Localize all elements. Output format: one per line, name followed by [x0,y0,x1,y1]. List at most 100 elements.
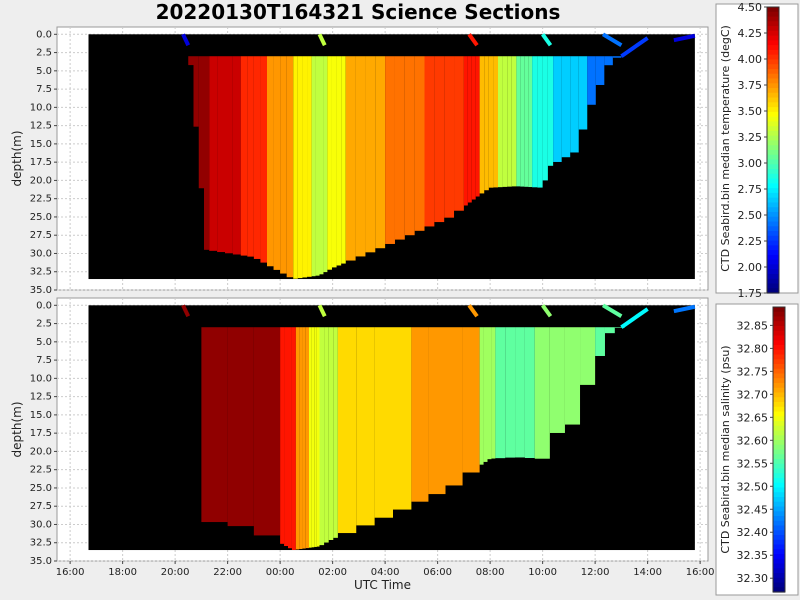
colorbar-cell [773,359,785,365]
section-cell [404,56,415,236]
colorbar-cell [767,107,779,113]
colorbar-cell [773,368,785,375]
y-tick-label: 15.0 [30,410,52,421]
y-tick-label: 30.0 [30,519,52,530]
section-cell [345,56,356,261]
section-cell [293,56,298,279]
colorbar-cell [767,211,779,218]
section-cell [587,56,596,105]
colorbar-tick-label: 32.85 [737,319,769,332]
y-tick-label: 30.0 [30,248,52,259]
colorbar-tick-label: 32.35 [737,549,769,562]
section-cell [493,56,498,188]
salinity-section-panel: 0.0 2.5 5.0 7.5 10.0 12.5 15.0 17.5 20.0 22.5 25.0… [10,297,799,596]
surface-track [541,304,553,318]
section-cell [375,56,386,249]
x-tick-label: 06:00 [423,567,452,578]
section-cell [333,327,338,538]
section-cell [428,327,446,495]
colorbar-cell [773,392,785,398]
surface-track [541,33,553,47]
colorbar-cell [767,288,779,294]
panels-layer: 0.0 2.5 5.0 7.5 10.0 12.5 15.0 17.5 20.0 22.5 25.0… [10,1,799,596]
colorbar-cell [767,40,779,46]
section-cell [297,56,303,279]
colorbar-border [766,6,780,294]
y-tick-label: 5.0 [36,337,52,348]
y-tick-label: 12.5 [30,392,52,403]
colorbar-tick-label: 32.30 [737,572,769,585]
colorbar-cell [767,11,779,18]
section-cell [414,56,425,231]
colorbar-cell [767,7,779,13]
section-cell [570,56,579,153]
colorbar-cell [767,283,779,289]
x-tick-label: 02:00 [318,567,347,578]
section-cell [471,56,476,200]
colorbar-cell [773,383,785,389]
colorbar-tick-label: 32.40 [737,526,769,539]
section-cell [280,56,287,274]
section-cell [209,56,218,251]
colorbar-cell [773,307,785,313]
colorbar-cell [773,554,785,560]
section-cell [273,56,281,270]
colorbar-cell [773,568,785,574]
y-tick-label: 17.5 [30,157,52,168]
colorbar-cell [767,16,779,22]
colorbar-cell [767,59,779,65]
colorbar-cell [773,326,785,332]
y-tick-label: 25.0 [30,212,52,223]
section-cell [553,56,562,162]
colorbar-cell [773,497,785,503]
section-cell [487,327,492,460]
colorbar-cell [767,202,779,208]
colorbar-cell [767,49,779,56]
colorbar-cell [773,544,785,550]
x-tick-label: 00:00 [266,567,295,578]
colorbar-cell [773,587,785,593]
section-cell [462,327,480,473]
colorbar-cell [773,406,785,413]
colorbar-cell [773,354,785,360]
x-tick-label: 20:00 [161,567,190,578]
section-cell [394,56,405,240]
x-tick-label: 16:00 [686,567,715,578]
y-tick-label: 20.0 [30,175,52,186]
y-tick-label: 7.5 [36,84,52,95]
section-cell [280,327,285,544]
section-cell [240,56,248,256]
surface-track [620,36,649,58]
x-tick-label: 18:00 [108,567,137,578]
section-cell [295,327,300,550]
section-cell [204,56,210,250]
surface-track [601,32,623,47]
colorbar-cell [767,150,779,156]
section-cell [309,327,312,548]
section-cell [537,56,543,188]
colorbar-cell [767,130,779,137]
colorbar-cell [767,192,779,199]
colorbar-cell [767,273,779,280]
section-cell [305,327,309,549]
surface-track [673,33,696,43]
colorbar-cell [767,73,779,80]
colorbar-cell [773,473,785,479]
y-tick-label: 12.5 [30,121,52,132]
colorbar-cell [773,416,785,422]
colorbar-cell [767,83,779,89]
colorbar-tick-label: 32.50 [737,480,769,493]
colorbar-cell [767,30,779,37]
colorbar-cell [767,45,779,51]
section-cell [502,56,508,187]
colorbar-cell [767,35,779,41]
section-cell [260,56,267,263]
temperature-section-panel: 0.0 2.5 5.0 7.5 10.0 12.5 15.0 17.5 20.0 22.5 25.0… [10,1,799,300]
surface-track [467,304,479,318]
colorbar-tick-label: 32.80 [737,342,769,355]
colorbar-cell [773,478,785,484]
section-cell [253,56,261,259]
surface-track [601,303,623,318]
colorbar-cell [773,444,785,451]
